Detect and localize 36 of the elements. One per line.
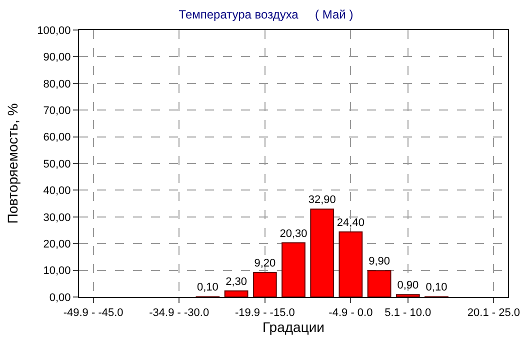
- bar: [310, 208, 334, 297]
- y-tick-label: 100,00: [37, 24, 71, 37]
- bar: [224, 290, 248, 297]
- x-tick-label: -49.9 - -45.0: [63, 307, 124, 320]
- data-label: 32,90: [308, 194, 336, 206]
- bar: [252, 272, 277, 297]
- data-label: 9,90: [368, 256, 390, 268]
- y-axis-title: Повторяемость, %: [4, 103, 21, 224]
- x-tick-label: -4.9 - 0.0: [328, 307, 373, 320]
- data-label: 0,90: [397, 280, 419, 292]
- data-label: 0,10: [426, 282, 448, 294]
- y-tick-label: 60,00: [43, 132, 71, 144]
- y-tick-label: 70,00: [43, 104, 71, 117]
- y-tick-label: 50,00: [43, 158, 71, 170]
- data-label: 20,30: [280, 228, 308, 240]
- x-tick-label: 20.1 - 25.0: [467, 307, 520, 320]
- y-tick-label: 20,00: [43, 238, 71, 250]
- y-tick-label: 0,00: [49, 292, 71, 304]
- bar: [367, 270, 392, 297]
- chart-title: Температура воздуха ( Май ): [178, 8, 354, 22]
- y-tick-label: 90,00: [43, 52, 71, 64]
- data-label: 0,10: [196, 282, 218, 294]
- bar: [282, 242, 306, 297]
- x-tick-label: -34.9 - -30.0: [149, 307, 210, 320]
- bar: [338, 231, 363, 297]
- x-tick-label: -19.9 - -15.0: [234, 307, 295, 320]
- x-tick-label: 5.1 - 10.0: [384, 307, 432, 320]
- y-tick-label: 30,00: [43, 212, 71, 224]
- data-label: 24,40: [336, 216, 364, 229]
- data-label: 9,20: [254, 257, 276, 270]
- y-tick-label: 40,00: [43, 185, 71, 198]
- data-label: 2,30: [226, 276, 248, 288]
- x-axis-title: Градации: [262, 319, 324, 336]
- y-tick-label: 80,00: [43, 78, 71, 90]
- y-tick-label: 10,00: [43, 265, 71, 278]
- bar: [396, 294, 420, 297]
